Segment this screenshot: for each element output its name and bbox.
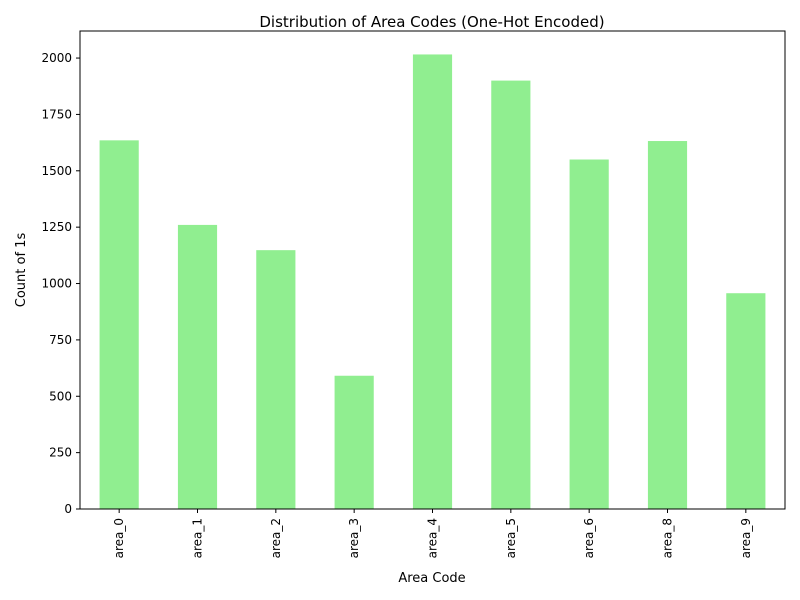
bar-area_8 [647,141,688,509]
x-tick-label: area_2 [269,518,283,558]
x-tick-label: area_4 [426,518,440,558]
y-tick-label: 750 [49,333,72,347]
x-axis-label: Area Code [398,571,465,586]
y-tick-label: 1750 [41,107,72,121]
plot-frame [79,30,786,510]
x-tick-label: area_6 [582,518,596,558]
bar-area_3 [334,375,374,509]
bar-area_9 [726,293,766,509]
y-tick-label: 250 [49,446,72,460]
x-tick-label: area_8 [661,518,675,558]
y-axis-ticks: 0 250 500 750 1000 1250 1500 1750 2000 [41,51,80,516]
y-tick-label: 500 [49,389,72,403]
chart-title: Distribution of Area Codes (One-Hot Enco… [259,13,604,31]
bar-area_5 [491,80,531,509]
x-tick-label: area_0 [112,518,126,558]
y-tick-label: 1500 [41,164,72,178]
y-tick-label: 1000 [41,277,72,291]
y-tick-label: 0 [64,502,72,516]
x-tick-label: area_5 [504,518,518,558]
x-tick-label: area_3 [347,518,361,558]
y-tick-label: 1250 [41,220,72,234]
y-axis-label: Count of 1s [14,233,29,308]
bars-group [99,54,766,509]
x-tick-label: area_1 [191,518,205,558]
bar-area_2 [256,250,296,509]
bar-area_6 [569,159,609,509]
y-tick-label: 2000 [41,51,72,65]
bar-area_0 [99,140,139,509]
bar-area_1 [177,224,218,509]
x-tick-label: area_9 [739,518,753,558]
bar-area_4 [412,54,453,509]
x-axis-ticks: area_0 area_1 area_2 area_3 area_4 area_5 area… [112,509,753,558]
